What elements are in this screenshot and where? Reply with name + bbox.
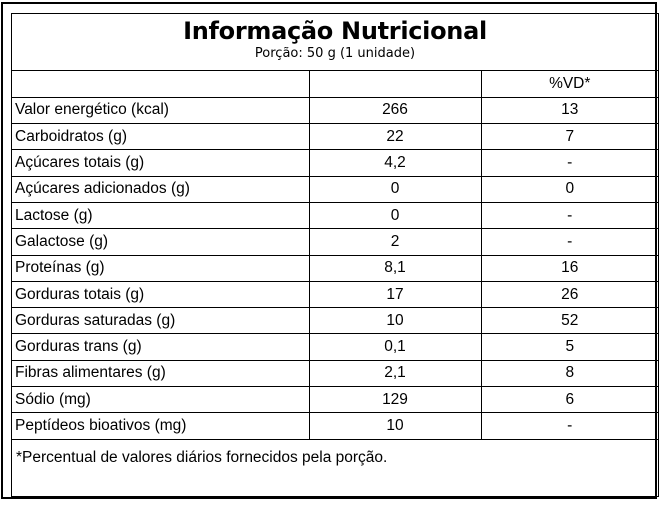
nutrient-dv: 8 [480, 359, 658, 388]
nutrient-dv: 16 [480, 254, 658, 282]
nutrient-name: Açúcares adicionados (g) [12, 175, 310, 203]
footnote: *Percentual de valores diários fornecido… [16, 448, 388, 466]
nutrient-amount: 10 [308, 307, 482, 335]
table-row: Proteínas (g) 8,1 16 [12, 254, 658, 282]
nutrient-name: Proteínas (g) [12, 254, 310, 282]
table-header-row: %VD* [12, 71, 658, 98]
nutrient-dv: 52 [480, 307, 658, 335]
table-row: Valor energético (kcal) 266 13 [12, 96, 658, 125]
nutrient-amount: 2,1 [308, 359, 482, 388]
nutrient-dv: 0 [480, 175, 658, 203]
nutrient-amount: 2 [308, 228, 482, 256]
nutrient-name: Fibras alimentares (g) [12, 359, 310, 388]
nutrient-name: Gorduras saturadas (g) [12, 307, 310, 335]
nutrient-dv: - [480, 201, 658, 230]
nutrient-name: Lactose (g) [12, 201, 310, 230]
nutrient-name: Gorduras totais (g) [12, 280, 310, 309]
nutrient-amount: 22 [308, 123, 482, 151]
nutrient-name: Galactose (g) [12, 228, 310, 256]
nutrient-amount: 8,1 [308, 254, 482, 282]
nutrient-dv: - [480, 228, 658, 256]
table-row: Açúcares adicionados (g) 0 0 [12, 175, 658, 203]
header-name-cell [12, 71, 310, 98]
nutrient-name: Açúcares totais (g) [12, 149, 310, 177]
serving-size: Porção: 50 g (1 unidade) [254, 46, 416, 61]
nutrient-name: Carboidratos (g) [12, 123, 310, 151]
nutrition-label-inner: Informação Nutricional Porção: 50 g (1 u… [11, 13, 659, 497]
nutrient-dv: 26 [480, 280, 658, 309]
nutrient-dv: - [480, 412, 658, 440]
table-row: Açúcares totais (g) 4,2- [12, 149, 658, 177]
nutrient-amount: 266 [308, 96, 482, 125]
table-row: Fibras alimentares (g) 2,1 8 [12, 359, 658, 388]
nutrient-amount: 0 [308, 201, 482, 230]
label-header: Informação Nutricional Porção: 50 g (1 u… [12, 14, 658, 71]
nutrient-name: Peptídeos bioativos (mg) [12, 412, 310, 440]
nutrient-dv: 13 [480, 96, 658, 125]
nutrient-amount: 4,2 [308, 149, 482, 177]
table-row: Carboidratos (g) 22 7 [12, 123, 658, 151]
nutrient-dv: 7 [480, 123, 658, 151]
nutrient-dv: - [480, 149, 658, 177]
header-dv-cell: %VD* [480, 71, 658, 98]
nutrient-amount: 0 [308, 175, 482, 203]
table-row: Gorduras trans (g) 0,1 5 [12, 333, 658, 361]
table-row: Gorduras saturadas (g) 10 52 [12, 307, 658, 335]
table-row: Gorduras totais (g) 17 26 [12, 280, 658, 309]
nutrient-amount: 10 [308, 412, 482, 440]
nutrient-name: Sódio (mg) [12, 386, 310, 414]
table-row: Lactose (g) 0- [12, 201, 658, 230]
table-row: Galactose (g) 2- [12, 228, 658, 256]
nutrient-amount: 0,1 [308, 333, 482, 361]
nutrition-label: Informação Nutricional Porção: 50 g (1 u… [1, 2, 659, 499]
table-row: Peptídeos bioativos (mg) 10- [12, 412, 658, 440]
nutrient-dv: 6 [480, 386, 658, 414]
table-row: Sódio (mg) 129 6 [12, 386, 658, 414]
nutrient-name: Valor energético (kcal) [12, 96, 310, 125]
nutrient-name: Gorduras trans (g) [12, 333, 310, 361]
nutrient-dv: 5 [480, 333, 658, 361]
label-title: Informação Nutricional [183, 17, 487, 45]
nutrition-table: %VD* Valor energético (kcal) 266 13 Carboid… [12, 71, 658, 440]
nutrient-amount: 17 [308, 280, 482, 309]
nutrient-amount: 129 [308, 386, 482, 414]
header-amount-cell [308, 71, 482, 98]
